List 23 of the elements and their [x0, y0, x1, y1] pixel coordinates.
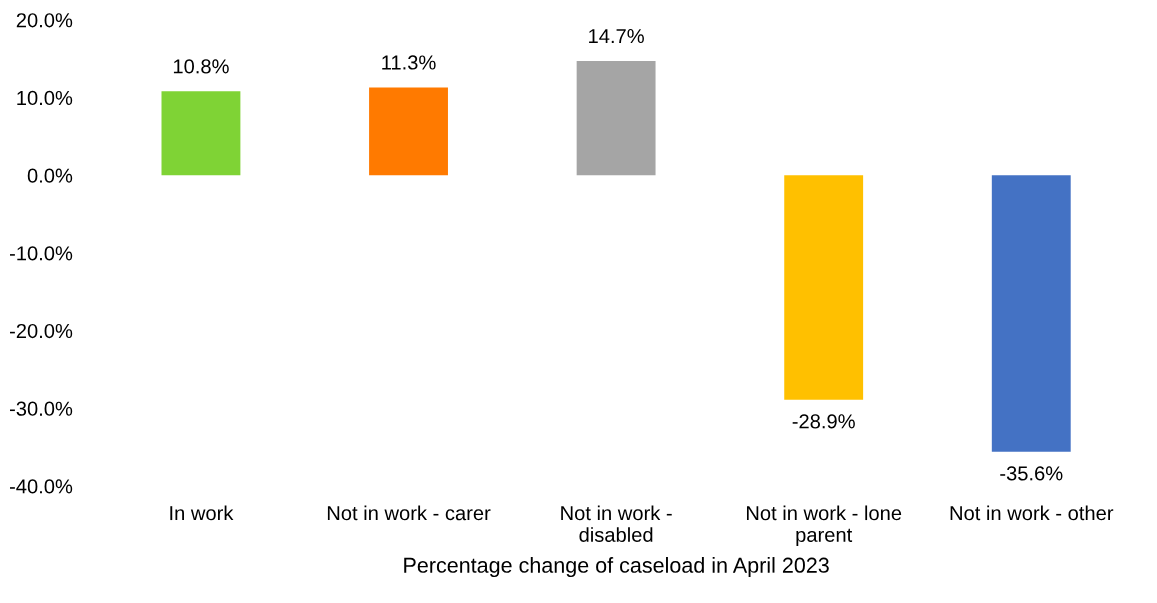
data-label: -35.6%	[1000, 466, 1063, 481]
data-label: 14.7%	[589, 29, 644, 44]
x-tick-label: Not in work - carer	[327, 505, 491, 521]
bar	[576, 61, 656, 176]
x-tick-label: Not in work - lone parent	[746, 505, 902, 546]
data-label: 11.3%	[382, 55, 436, 70]
y-tick-label: 20.0%	[16, 13, 73, 28]
bar	[784, 175, 864, 400]
data-label: -28.9%	[792, 414, 855, 429]
y-tick-label: -40.0%	[9, 479, 73, 494]
y-tick-label: -20.0%	[9, 323, 73, 339]
y-tick-label: -10.0%	[9, 246, 73, 261]
y-tick-label: 0.0%	[27, 168, 73, 183]
bar	[369, 87, 448, 176]
y-tick-label: -30.0%	[9, 401, 73, 416]
x-tick-label: Not in work - disabled	[561, 505, 672, 542]
x-tick-label: In work	[170, 505, 234, 521]
bar	[161, 91, 241, 176]
x-axis-title: Percentage change of caseload in April 2023	[404, 557, 829, 578]
y-tick-label: 10.0%	[17, 90, 73, 106]
bar	[991, 175, 1071, 452]
x-tick-label: Not in work - other	[950, 505, 1114, 521]
data-label: 10.8%	[173, 59, 229, 74]
